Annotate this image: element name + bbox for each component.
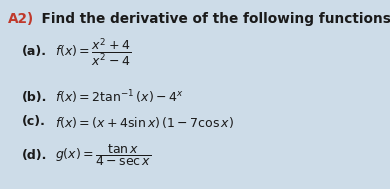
- Text: (b).: (b).: [22, 91, 47, 104]
- Text: (d).: (d).: [22, 149, 47, 161]
- Text: (a).: (a).: [22, 46, 47, 59]
- Text: $g(x) = \dfrac{\tan x}{4 - \sec x}$: $g(x) = \dfrac{\tan x}{4 - \sec x}$: [55, 142, 151, 168]
- Text: $f(x) = 2\tan^{-1}(x) - 4^x$: $f(x) = 2\tan^{-1}(x) - 4^x$: [55, 88, 184, 106]
- Text: A2): A2): [8, 12, 34, 26]
- Text: $f(x) = \dfrac{x^2 + 4}{x^2 - 4}$: $f(x) = \dfrac{x^2 + 4}{x^2 - 4}$: [55, 36, 131, 68]
- Text: Find the derivative of the following functions:: Find the derivative of the following fun…: [32, 12, 390, 26]
- Text: (c).: (c).: [22, 115, 46, 129]
- Text: $f(x) = (x + 4\sin x)\,(1 - 7\cos x)$: $f(x) = (x + 4\sin x)\,(1 - 7\cos x)$: [55, 115, 234, 129]
